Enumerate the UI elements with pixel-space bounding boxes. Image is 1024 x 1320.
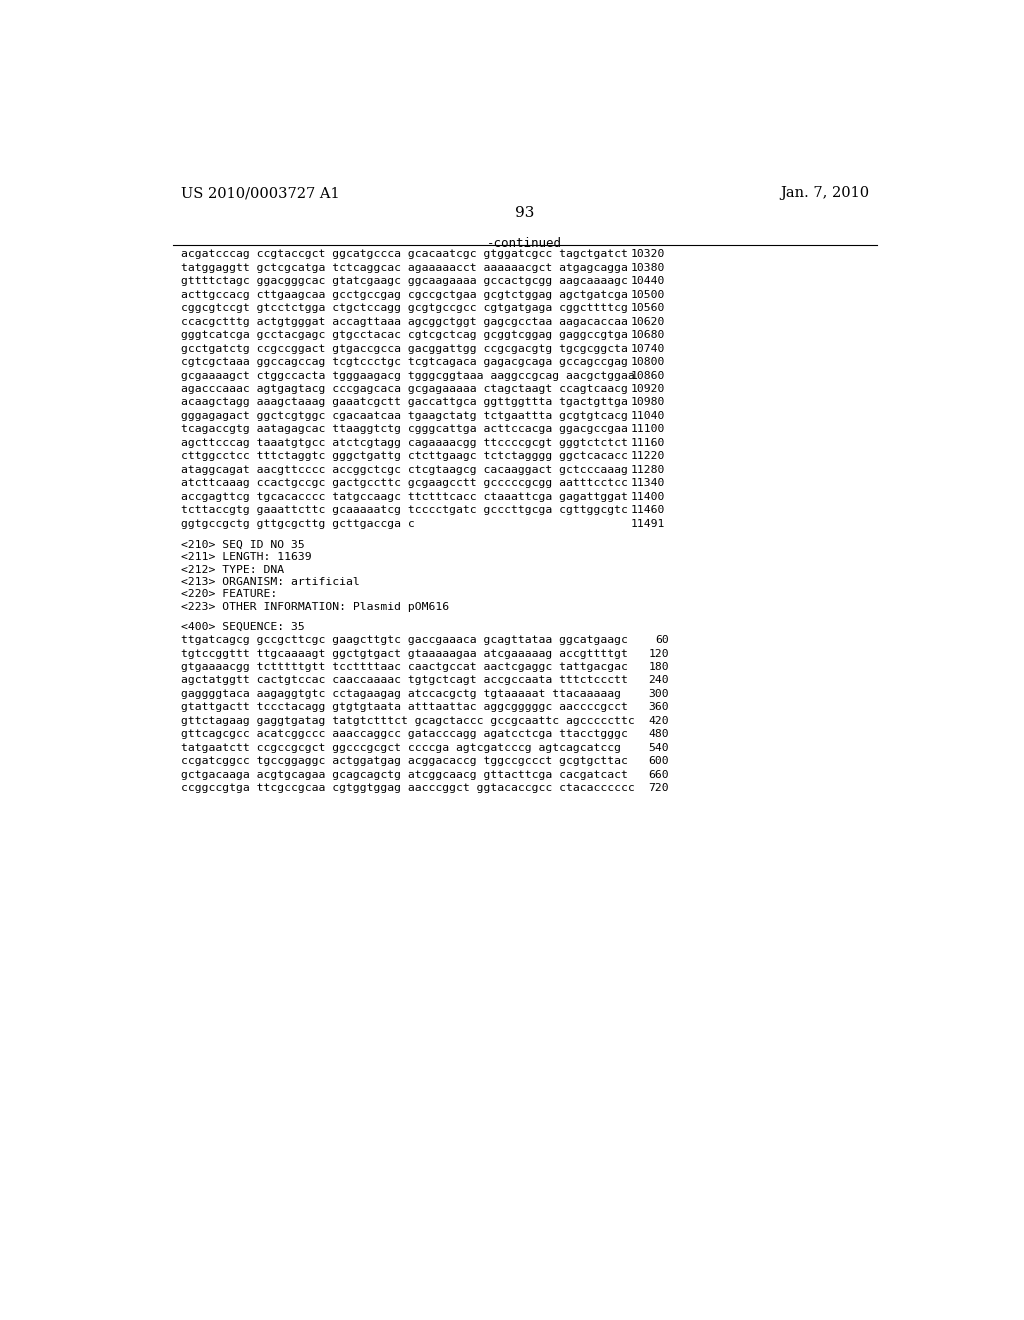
Text: 300: 300 — [648, 689, 669, 698]
Text: ccacgctttg actgtgggat accagttaaa agcggctggt gagcgcctaa aagacaccaa: ccacgctttg actgtgggat accagttaaa agcggct… — [180, 317, 628, 326]
Text: 660: 660 — [648, 770, 669, 780]
Text: gggtcatcga gcctacgagc gtgcctacac cgtcgctcag gcggtcggag gaggccgtga: gggtcatcga gcctacgagc gtgcctacac cgtcgct… — [180, 330, 628, 341]
Text: 10860: 10860 — [630, 371, 665, 380]
Text: <211> LENGTH: 11639: <211> LENGTH: 11639 — [180, 552, 311, 562]
Text: agacccaaac agtgagtacg cccgagcaca gcgagaaaaa ctagctaagt ccagtcaacg: agacccaaac agtgagtacg cccgagcaca gcgagaa… — [180, 384, 628, 393]
Text: 10440: 10440 — [630, 276, 665, 286]
Text: 11491: 11491 — [630, 519, 665, 529]
Text: agctatggtt cactgtccac caaccaaaac tgtgctcagt accgccaata tttctccctt: agctatggtt cactgtccac caaccaaaac tgtgctc… — [180, 676, 628, 685]
Text: 10380: 10380 — [630, 263, 665, 273]
Text: 10920: 10920 — [630, 384, 665, 393]
Text: 11340: 11340 — [630, 478, 665, 488]
Text: ccggccgtga ttcgccgcaa cgtggtggag aacccggct ggtacaccgcc ctacacccccc: ccggccgtga ttcgccgcaa cgtggtggag aacccgg… — [180, 783, 635, 793]
Text: <223> OTHER INFORMATION: Plasmid pOM616: <223> OTHER INFORMATION: Plasmid pOM616 — [180, 602, 449, 611]
Text: 11100: 11100 — [630, 425, 665, 434]
Text: 11160: 11160 — [630, 438, 665, 447]
Text: acaagctagg aaagctaaag gaaatcgctt gaccattgca ggttggttta tgactgttga: acaagctagg aaagctaaag gaaatcgctt gaccatt… — [180, 397, 628, 408]
Text: 60: 60 — [655, 635, 669, 645]
Text: <210> SEQ ID NO 35: <210> SEQ ID NO 35 — [180, 540, 304, 550]
Text: 120: 120 — [648, 648, 669, 659]
Text: tcttaccgtg gaaattcttc gcaaaaatcg tcccctgatc gcccttgcga cgttggcgtc: tcttaccgtg gaaattcttc gcaaaaatcg tcccctg… — [180, 506, 628, 515]
Text: 480: 480 — [648, 730, 669, 739]
Text: 10560: 10560 — [630, 304, 665, 313]
Text: 11400: 11400 — [630, 492, 665, 502]
Text: 540: 540 — [648, 743, 669, 752]
Text: gggagagact ggctcgtggc cgacaatcaa tgaagctatg tctgaattta gcgtgtcacg: gggagagact ggctcgtggc cgacaatcaa tgaagct… — [180, 411, 628, 421]
Text: cttggcctcc tttctaggtc gggctgattg ctcttgaagc tctctagggg ggctcacacc: cttggcctcc tttctaggtc gggctgattg ctcttga… — [180, 451, 628, 462]
Text: acgatcccag ccgtaccgct ggcatgccca gcacaatcgc gtggatcgcc tagctgatct: acgatcccag ccgtaccgct ggcatgccca gcacaat… — [180, 249, 628, 259]
Text: gtattgactt tccctacagg gtgtgtaata atttaattac aggcgggggc aaccccgcct: gtattgactt tccctacagg gtgtgtaata atttaat… — [180, 702, 628, 713]
Text: ataggcagat aacgttcccc accggctcgc ctcgtaagcg cacaaggact gctcccaaag: ataggcagat aacgttcccc accggctcgc ctcgtaa… — [180, 465, 628, 475]
Text: 240: 240 — [648, 676, 669, 685]
Text: 10320: 10320 — [630, 249, 665, 259]
Text: tatggaggtt gctcgcatga tctcaggcac agaaaaacct aaaaaacgct atgagcagga: tatggaggtt gctcgcatga tctcaggcac agaaaaa… — [180, 263, 628, 273]
Text: 10500: 10500 — [630, 289, 665, 300]
Text: gcgaaaagct ctggccacta tgggaagacg tgggcggtaaa aaggccgcag aacgctggaa: gcgaaaagct ctggccacta tgggaagacg tgggcgg… — [180, 371, 635, 380]
Text: 420: 420 — [648, 715, 669, 726]
Text: gcctgatctg ccgccggact gtgaccgcca gacggattgg ccgcgacgtg tgcgcggcta: gcctgatctg ccgccggact gtgaccgcca gacggat… — [180, 343, 628, 354]
Text: gctgacaaga acgtgcagaa gcagcagctg atcggcaacg gttacttcga cacgatcact: gctgacaaga acgtgcagaa gcagcagctg atcggca… — [180, 770, 628, 780]
Text: atcttcaaag ccactgccgc gactgccttc gcgaagcctt gcccccgcgg aatttcctcc: atcttcaaag ccactgccgc gactgccttc gcgaagc… — [180, 478, 628, 488]
Text: accgagttcg tgcacacccc tatgccaagc ttctttcacc ctaaattcga gagattggat: accgagttcg tgcacacccc tatgccaagc ttctttc… — [180, 492, 628, 502]
Text: 10980: 10980 — [630, 397, 665, 408]
Text: 11280: 11280 — [630, 465, 665, 475]
Text: 180: 180 — [648, 663, 669, 672]
Text: gtgaaaacgg tctttttgtt tccttttaac caactgccat aactcgaggc tattgacgac: gtgaaaacgg tctttttgtt tccttttaac caactgc… — [180, 663, 628, 672]
Text: cggcgtccgt gtcctctgga ctgctccagg gcgtgccgcc cgtgatgaga cggcttttcg: cggcgtccgt gtcctctgga ctgctccagg gcgtgcc… — [180, 304, 628, 313]
Text: cgtcgctaaa ggccagccag tcgtccctgc tcgtcagaca gagacgcaga gccagccgag: cgtcgctaaa ggccagccag tcgtccctgc tcgtcag… — [180, 358, 628, 367]
Text: gttttctagc ggacgggcac gtatcgaagc ggcaagaaaa gccactgcgg aagcaaaagc: gttttctagc ggacgggcac gtatcgaagc ggcaaga… — [180, 276, 628, 286]
Text: agcttcccag taaatgtgcc atctcgtagg cagaaaacgg ttccccgcgt gggtctctct: agcttcccag taaatgtgcc atctcgtagg cagaaaa… — [180, 438, 628, 447]
Text: ttgatcagcg gccgcttcgc gaagcttgtc gaccgaaaca gcagttataa ggcatgaagc: ttgatcagcg gccgcttcgc gaagcttgtc gaccgaa… — [180, 635, 628, 645]
Text: acttgccacg cttgaagcaa gcctgccgag cgccgctgaa gcgtctggag agctgatcga: acttgccacg cttgaagcaa gcctgccgag cgccgct… — [180, 289, 628, 300]
Text: 600: 600 — [648, 756, 669, 767]
Text: 10800: 10800 — [630, 358, 665, 367]
Text: 93: 93 — [515, 206, 535, 220]
Text: 10620: 10620 — [630, 317, 665, 326]
Text: gaggggtaca aagaggtgtc cctagaagag atccacgctg tgtaaaaat ttacaaaaag: gaggggtaca aagaggtgtc cctagaagag atccacg… — [180, 689, 621, 698]
Text: 720: 720 — [648, 783, 669, 793]
Text: tatgaatctt ccgccgcgct ggcccgcgct ccccga agtcgatcccg agtcagcatccg: tatgaatctt ccgccgcgct ggcccgcgct ccccga … — [180, 743, 621, 752]
Text: gttcagcgcc acatcggccc aaaccaggcc gatacccagg agatcctcga ttacctgggc: gttcagcgcc acatcggccc aaaccaggcc gataccc… — [180, 730, 628, 739]
Text: <400> SEQUENCE: 35: <400> SEQUENCE: 35 — [180, 622, 304, 631]
Text: ggtgccgctg gttgcgcttg gcttgaccga c: ggtgccgctg gttgcgcttg gcttgaccga c — [180, 519, 415, 529]
Text: 10680: 10680 — [630, 330, 665, 341]
Text: 10740: 10740 — [630, 343, 665, 354]
Text: 11040: 11040 — [630, 411, 665, 421]
Text: ccgatcggcc tgccggaggc actggatgag acggacaccg tggccgccct gcgtgcttac: ccgatcggcc tgccggaggc actggatgag acggaca… — [180, 756, 628, 767]
Text: tcagaccgtg aatagagcac ttaaggtctg cgggcattga acttccacga ggacgccgaa: tcagaccgtg aatagagcac ttaaggtctg cgggcat… — [180, 425, 628, 434]
Text: tgtccggttt ttgcaaaagt ggctgtgact gtaaaaagaa atcgaaaaag accgttttgt: tgtccggttt ttgcaaaagt ggctgtgact gtaaaaa… — [180, 648, 628, 659]
Text: <213> ORGANISM: artificial: <213> ORGANISM: artificial — [180, 577, 359, 587]
Text: US 2010/0003727 A1: US 2010/0003727 A1 — [180, 186, 339, 201]
Text: -continued: -continued — [487, 238, 562, 249]
Text: Jan. 7, 2010: Jan. 7, 2010 — [779, 186, 869, 201]
Text: <212> TYPE: DNA: <212> TYPE: DNA — [180, 565, 284, 574]
Text: 11220: 11220 — [630, 451, 665, 462]
Text: gttctagaag gaggtgatag tatgtctttct gcagctaccc gccgcaattc agcccccttc: gttctagaag gaggtgatag tatgtctttct gcagct… — [180, 715, 635, 726]
Text: <220> FEATURE:: <220> FEATURE: — [180, 589, 276, 599]
Text: 360: 360 — [648, 702, 669, 713]
Text: 11460: 11460 — [630, 506, 665, 515]
